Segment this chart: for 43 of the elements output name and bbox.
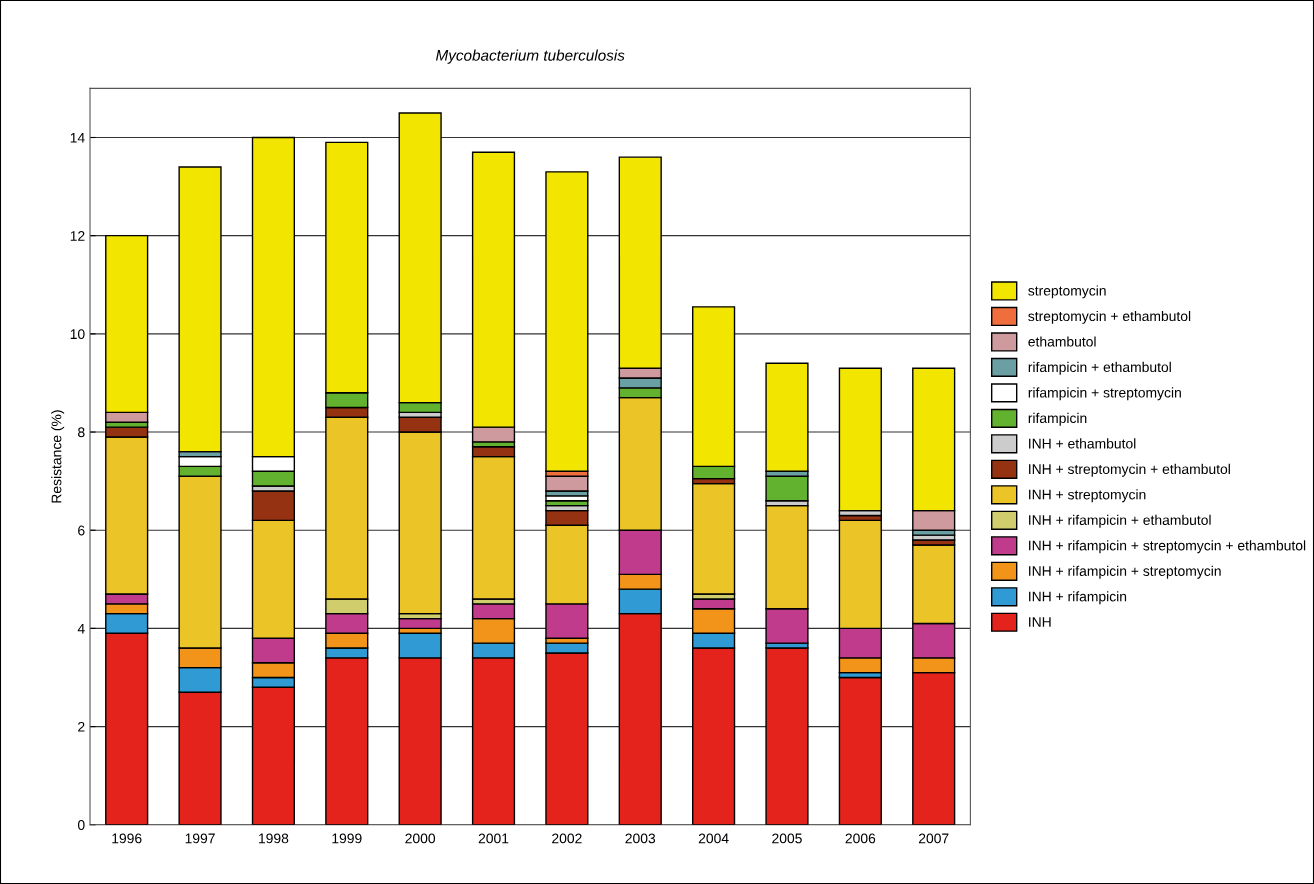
- x-tick-label: 2001: [478, 833, 509, 844]
- x-tick-label: 2000: [405, 833, 436, 844]
- bar: [545, 171, 589, 473]
- x-tick-label: 2004: [698, 833, 729, 844]
- y-tick-label: 14: [70, 132, 85, 143]
- x-tick-label: 1997: [185, 833, 215, 844]
- y-axis-title: Resistance (%): [51, 410, 65, 503]
- y-tick-label: 4: [77, 623, 85, 634]
- bar: [765, 647, 809, 825]
- y-tick-label: 2: [78, 721, 85, 732]
- bar: [765, 475, 809, 502]
- legend-label: INH: [1029, 617, 1051, 627]
- x-tick-label: 2005: [772, 833, 802, 844]
- legend-label: INH + rifampicin + streptomycin: [1029, 565, 1221, 579]
- x-tick-label: 1996: [112, 833, 142, 844]
- x-tick-label: 2003: [625, 833, 656, 844]
- legend-label: rifampicin + ethambutol: [1028, 361, 1171, 375]
- legend-label: INH + rifampicin: [1029, 591, 1127, 605]
- legend-label: INH + streptomycin: [1029, 489, 1146, 503]
- legend-label: ethambutol: [1028, 336, 1096, 347]
- legend-label: rifampicin: [1028, 412, 1087, 426]
- legend-label: rifampicin + streptomycin: [1028, 387, 1181, 401]
- legend-label: INH + rifampicin + streptomycin + ethambutol: [1029, 540, 1306, 554]
- y-tick-label: 8: [78, 427, 85, 438]
- x-tick-label: 2007: [918, 833, 949, 844]
- bar: [178, 166, 222, 453]
- y-tick-label: 0: [77, 820, 85, 830]
- y-tick-label: 12: [70, 231, 85, 241]
- legend-label: streptomycin: [1028, 285, 1106, 299]
- bar: [838, 367, 882, 512]
- chart-title: Mycobacterium tuberculosis: [436, 49, 625, 64]
- y-tick-label: 10: [70, 329, 85, 340]
- legend-label: INH + ethambutol: [1029, 438, 1136, 449]
- bar: [765, 362, 809, 473]
- legend-label: INH + streptomycin + ethambutol: [1029, 463, 1230, 477]
- y-tick-label: 6: [78, 525, 85, 536]
- x-tick-label: 1999: [332, 833, 362, 844]
- x-tick-label: 1998: [259, 833, 289, 844]
- legend-label: streptomycin + ethambutol: [1028, 310, 1191, 324]
- x-tick-label: 2002: [552, 833, 582, 844]
- x-tick-label: 2006: [845, 833, 876, 844]
- legend-label: INH + rifampicin + ethambutol: [1029, 514, 1211, 528]
- bar: [838, 676, 882, 825]
